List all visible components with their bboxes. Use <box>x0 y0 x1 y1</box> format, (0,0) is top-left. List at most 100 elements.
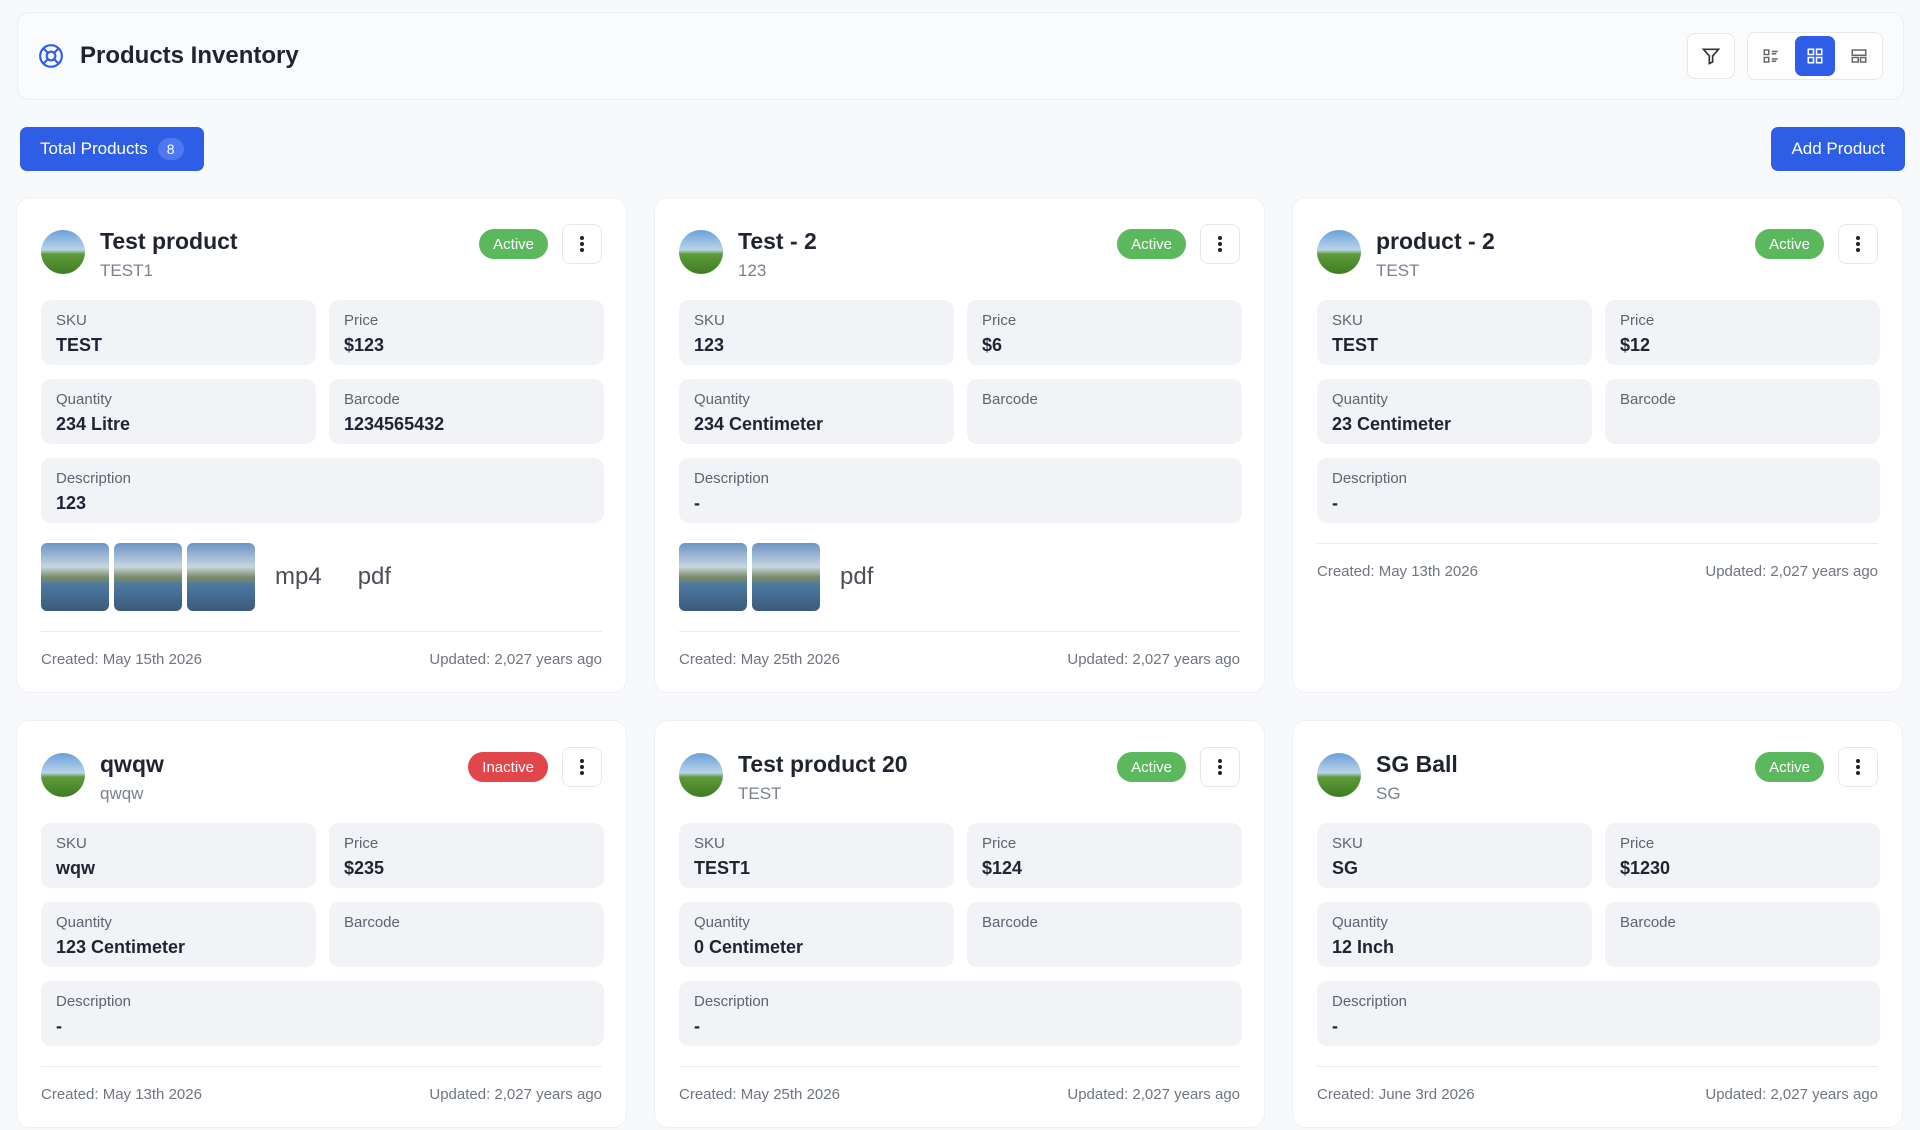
grid-view-button[interactable] <box>1795 36 1835 76</box>
name-block: Test product TEST1 <box>100 228 238 281</box>
field-label: Barcode <box>1620 914 1676 931</box>
field-value: - <box>1332 1016 1338 1036</box>
product-card[interactable]: Test product 20 TEST Active SKU TEST1 Price $1… <box>654 720 1265 1128</box>
field-value: 23 Centimeter <box>1332 414 1452 434</box>
created-date: Created: May 13th 2026 <box>1317 563 1478 580</box>
status-badge: Active <box>1117 229 1186 259</box>
filter-button[interactable] <box>1687 33 1735 79</box>
product-name: Test - 2 <box>738 228 817 254</box>
field-label: Description <box>56 470 132 487</box>
field-value <box>1620 937 1865 958</box>
quantity-field: Quantity 12 Inch <box>1317 902 1592 967</box>
image-thumbnail[interactable] <box>41 543 109 611</box>
menu-button[interactable] <box>1200 224 1240 264</box>
updated-date: Updated: 2,027 years ago <box>429 651 602 668</box>
image-thumbnail[interactable] <box>114 543 182 611</box>
field-label: SKU <box>56 835 87 852</box>
sku-field: SKU TEST1 <box>679 823 954 888</box>
price-field: Price $12 <box>1605 300 1880 365</box>
product-card[interactable]: product - 2 TEST Active SKU TEST Price $12 Quan… <box>1292 197 1903 693</box>
field-label: Quantity <box>56 391 112 408</box>
field-label: Quantity <box>694 914 750 931</box>
product-card[interactable]: Test product TEST1 Active SKU TEST Price $123 Q… <box>16 197 627 693</box>
status-badge: Active <box>479 229 548 259</box>
image-thumbnail[interactable] <box>679 543 747 611</box>
product-name: Test product <box>100 228 238 254</box>
status-badge: Active <box>1755 229 1824 259</box>
product-name: qwqw <box>100 751 164 777</box>
product-name: Test product 20 <box>738 751 908 777</box>
fields: SKU 123 Price $6 Quantity 234 Centimeter Barco… <box>679 300 1242 523</box>
avatar <box>1317 753 1361 797</box>
price-field: Price $235 <box>329 823 604 888</box>
field-value: $124 <box>982 858 1023 878</box>
field-value <box>982 414 1227 435</box>
field-label: Price <box>344 835 379 852</box>
view-switch <box>1747 32 1883 80</box>
field-label: Description <box>1332 470 1408 487</box>
menu-button[interactable] <box>1200 747 1240 787</box>
product-card[interactable]: qwqw qwqw Inactive SKU wqw Price $235 Quantity 1… <box>16 720 627 1128</box>
field-value: 0 Centimeter <box>694 937 804 957</box>
field-label: Quantity <box>56 914 112 931</box>
updated-date: Updated: 2,027 years ago <box>1705 563 1878 580</box>
field-value: 12 Inch <box>1332 937 1395 957</box>
field-label: Price <box>1620 835 1655 852</box>
description-field: Description 123 <box>41 458 604 523</box>
fields: SKU TEST Price $12 Quantity 23 Centimeter Barc… <box>1317 300 1880 523</box>
description-field: Description - <box>41 981 604 1046</box>
product-card[interactable]: Test - 2 123 Active SKU 123 Price $6 Quantity 23… <box>654 197 1265 693</box>
menu-button[interactable] <box>1838 747 1878 787</box>
product-name: SG Ball <box>1376 751 1458 777</box>
menu-button[interactable] <box>562 747 602 787</box>
menu-button[interactable] <box>1838 224 1878 264</box>
total-products-button[interactable]: Total Products 8 <box>20 127 204 171</box>
barcode-field: Barcode <box>1605 902 1880 967</box>
image-thumbnail[interactable] <box>187 543 255 611</box>
file-attachment[interactable]: pdf <box>840 563 874 590</box>
field-value: wqw <box>56 858 95 878</box>
logo-icon <box>39 44 63 68</box>
field-label: SKU <box>694 312 725 329</box>
field-label: Quantity <box>1332 391 1388 408</box>
table-view-button[interactable] <box>1839 36 1879 76</box>
field-label: Description <box>694 470 770 487</box>
product-code: 123 <box>738 261 767 280</box>
menu-button[interactable] <box>562 224 602 264</box>
updated-date: Updated: 2,027 years ago <box>429 1086 602 1103</box>
barcode-field: Barcode <box>1605 379 1880 444</box>
file-attachment[interactable]: pdf <box>357 563 392 590</box>
fields: SKU SG Price $1230 Quantity 12 Inch Barcode De… <box>1317 823 1880 1046</box>
add-product-button[interactable]: Add Product <box>1771 127 1905 171</box>
status-badge: Inactive <box>468 752 548 782</box>
image-thumbnail[interactable] <box>752 543 820 611</box>
updated-date: Updated: 2,027 years ago <box>1067 651 1240 668</box>
created-date: Created: June 3rd 2026 <box>1317 1086 1475 1103</box>
sku-field: SKU TEST <box>41 300 316 365</box>
field-value: TEST <box>1332 335 1379 355</box>
list-view-button[interactable] <box>1751 36 1791 76</box>
product-code: TEST <box>1376 261 1420 280</box>
field-value: TEST1 <box>694 858 751 878</box>
field-value <box>344 937 589 958</box>
barcode-field: Barcode <box>329 902 604 967</box>
field-label: SKU <box>1332 312 1363 329</box>
card-footer: Created: May 25th 2026 Updated: 2,027 yea… <box>679 1066 1240 1127</box>
header: Products Inventory <box>17 12 1904 100</box>
avatar <box>679 230 723 274</box>
description-field: Description - <box>1317 458 1880 523</box>
card-footer: Created: June 3rd 2026 Updated: 2,027 yea… <box>1317 1066 1878 1127</box>
description-field: Description - <box>679 981 1242 1046</box>
product-card[interactable]: SG Ball SG Active SKU SG Price $1230 Quantity 12… <box>1292 720 1903 1128</box>
field-value <box>982 937 1227 958</box>
sku-field: SKU SG <box>1317 823 1592 888</box>
barcode-field: Barcode <box>967 902 1242 967</box>
field-label: SKU <box>56 312 87 329</box>
field-value: $12 <box>1620 335 1651 355</box>
field-label: Price <box>344 312 379 329</box>
field-label: SKU <box>1332 835 1363 852</box>
product-code: qwqw <box>100 784 144 803</box>
file-attachment[interactable]: mp4 <box>275 563 322 590</box>
total-count: 8 <box>157 138 184 160</box>
quantity-field: Quantity 23 Centimeter <box>1317 379 1592 444</box>
